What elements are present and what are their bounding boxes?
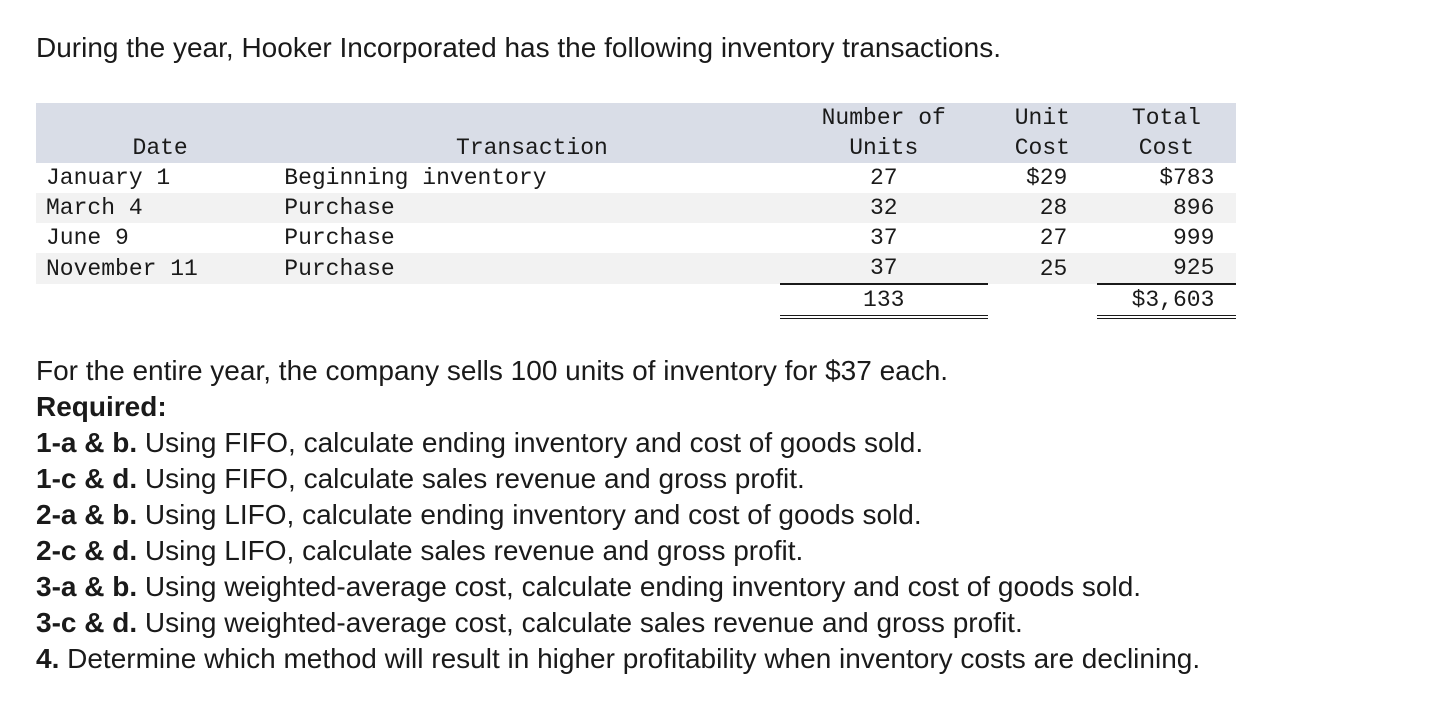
requirement-text: Using FIFO, calculate ending inventory a… bbox=[137, 427, 924, 458]
table-row: June 9 Purchase 37 27 999 bbox=[36, 223, 1236, 253]
cell-total-cost: 999 bbox=[1097, 223, 1236, 253]
header-total-cost: Total Cost bbox=[1097, 103, 1236, 163]
header-units-line2: Units bbox=[849, 135, 919, 161]
cell-empty bbox=[284, 284, 780, 317]
unit-cost-value: 25 bbox=[1039, 255, 1068, 282]
table-row: March 4 Purchase 32 28 896 bbox=[36, 193, 1236, 223]
requirement-text: Using LIFO, calculate sales revenue and … bbox=[137, 535, 804, 566]
table-header-row: Date Transaction Number of Units Unit Co… bbox=[36, 103, 1236, 163]
unit-cost-value: 28 bbox=[1039, 195, 1068, 221]
cell-transaction: Purchase bbox=[284, 255, 395, 282]
requirement-item: 2-c & d. Using LIFO, calculate sales rev… bbox=[36, 533, 1200, 569]
cell-unit-cost: $29 bbox=[988, 163, 1097, 193]
cell-total-cost: 925 bbox=[1096, 253, 1236, 285]
cell-units: 37 bbox=[869, 225, 898, 251]
total-cost-value: 925 bbox=[1172, 255, 1215, 281]
requirement-label: 2-c & d. bbox=[36, 535, 138, 566]
cell-date: June 9 bbox=[46, 225, 129, 251]
inventory-table: Date Transaction Number of Units Unit Co… bbox=[36, 103, 1236, 319]
requirement-item: 1-c & d. Using FIFO, calculate sales rev… bbox=[36, 461, 1200, 497]
requirement-text: Determine which method will result in hi… bbox=[59, 643, 1201, 674]
requirement-label: 1-c & d. bbox=[36, 463, 138, 494]
requirement-text: Using LIFO, calculate ending inventory a… bbox=[137, 499, 922, 530]
requirement-label: 3-a & b. bbox=[36, 571, 138, 602]
required-heading: Required: bbox=[36, 389, 1200, 425]
requirement-item: 3-a & b. Using weighted-average cost, ca… bbox=[36, 569, 1200, 605]
requirement-item: 2-a & b. Using LIFO, calculate ending in… bbox=[36, 497, 1200, 533]
total-cost-sum: $3,603 bbox=[1096, 284, 1236, 319]
requirement-label: 2-a & b. bbox=[36, 499, 138, 530]
unit-cost-value: $29 bbox=[1025, 165, 1068, 191]
total-cost-sum-value: $3,603 bbox=[1131, 287, 1215, 313]
header-unit-cost: Unit Cost bbox=[988, 103, 1097, 163]
required-label: Required: bbox=[36, 391, 167, 422]
cell-unit-cost: 28 bbox=[988, 193, 1097, 223]
header-date: Date bbox=[132, 135, 188, 161]
cell-units: 37 bbox=[779, 253, 988, 285]
total-cost-value: $783 bbox=[1159, 165, 1215, 191]
header-unit-cost-line2: Cost bbox=[1014, 135, 1070, 161]
cell-transaction: Purchase bbox=[284, 225, 395, 251]
requirement-item: 1-a & b. Using FIFO, calculate ending in… bbox=[36, 425, 1200, 461]
header-unit-cost-line1: Unit bbox=[1014, 105, 1070, 131]
sales-line: For the entire year, the company sells 1… bbox=[36, 355, 949, 386]
requirement-item: 3-c & d. Using weighted-average cost, ca… bbox=[36, 605, 1200, 641]
table-row: January 1 Beginning inventory 27 $29 $78… bbox=[36, 163, 1236, 193]
cell-units: 27 bbox=[869, 165, 898, 191]
requirement-label: 4. bbox=[36, 643, 60, 674]
total-cost-value: 896 bbox=[1172, 195, 1215, 221]
requirement-item: 4. Determine which method will result in… bbox=[36, 641, 1200, 677]
table-row: November 11 Purchase 37 25 925 bbox=[36, 253, 1236, 285]
requirement-label: 3-c & d. bbox=[36, 607, 138, 638]
total-units: 133 bbox=[779, 284, 988, 319]
header-total-cost-line1: Total bbox=[1131, 105, 1201, 131]
requirement-text: Using weighted-average cost, calculate e… bbox=[137, 571, 1142, 602]
cell-transaction: Purchase bbox=[284, 195, 395, 221]
unit-cost-value: 27 bbox=[1039, 225, 1068, 251]
header-total-cost-line2: Cost bbox=[1138, 135, 1195, 161]
header-units: Number of Units bbox=[780, 103, 988, 163]
header-transaction: Transaction bbox=[456, 135, 608, 161]
requirement-label: 1-a & b. bbox=[36, 427, 138, 458]
total-cost-value: 999 bbox=[1172, 225, 1215, 251]
cell-transaction: Beginning inventory bbox=[284, 165, 547, 191]
cell-date: January 1 bbox=[46, 165, 171, 191]
cell-date: November 11 bbox=[46, 255, 198, 282]
cell-units: 32 bbox=[869, 195, 898, 221]
cell-total-cost: $783 bbox=[1097, 163, 1236, 193]
requirement-text: Using weighted-average cost, calculate s… bbox=[137, 607, 1023, 638]
intro-text: During the year, Hooker Incorporated has… bbox=[36, 32, 1001, 63]
cell-date: March 4 bbox=[46, 195, 143, 221]
totals-row: 133 $3,603 bbox=[36, 284, 1236, 319]
problem-text: For the entire year, the company sells 1… bbox=[36, 353, 1200, 677]
cell-unit-cost: 25 bbox=[988, 253, 1097, 284]
cell-empty bbox=[36, 284, 285, 317]
cell-empty bbox=[987, 284, 1097, 317]
requirement-text: Using FIFO, calculate sales revenue and … bbox=[137, 463, 805, 494]
cell-unit-cost: 27 bbox=[988, 223, 1097, 253]
cell-total-cost: 896 bbox=[1097, 193, 1236, 223]
header-units-line1: Number of bbox=[821, 105, 946, 131]
